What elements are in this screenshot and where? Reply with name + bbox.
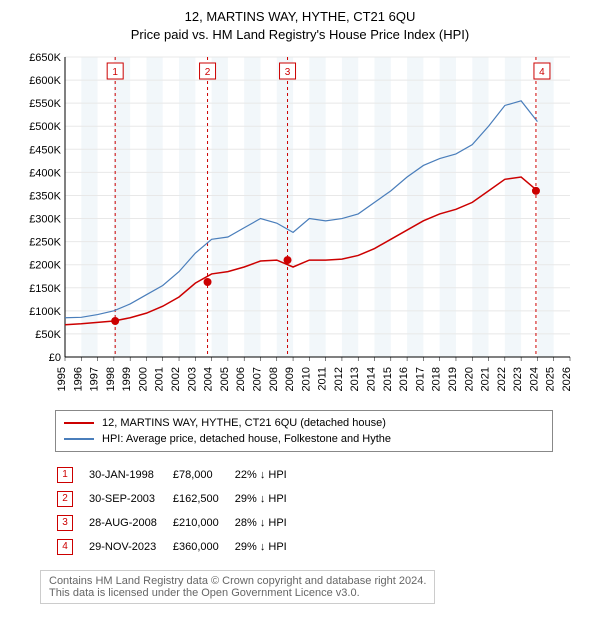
sale-price-1: £78,000	[173, 464, 233, 486]
sale-vs-1: 22% ↓ HPI	[235, 464, 301, 486]
svg-text:2009: 2009	[284, 367, 296, 391]
page-container: 12, MARTINS WAY, HYTHE, CT21 6QU Price p…	[0, 0, 600, 612]
legend-swatch-hpi	[64, 438, 94, 440]
svg-text:£300K: £300K	[29, 214, 61, 226]
svg-text:2014: 2014	[366, 367, 378, 391]
legend-swatch-subject	[64, 422, 94, 424]
legend-label-hpi: HPI: Average price, detached house, Folk…	[102, 433, 391, 445]
svg-text:£250K: £250K	[29, 237, 61, 249]
sale-marker-4: 4	[57, 539, 73, 555]
sale-vs-4: 29% ↓ HPI	[235, 536, 301, 558]
svg-text:2: 2	[205, 67, 211, 78]
svg-text:2017: 2017	[414, 367, 426, 391]
footer-attribution: Contains HM Land Registry data © Crown c…	[40, 570, 435, 604]
svg-text:2025: 2025	[545, 367, 557, 391]
chart-subtitle: Price paid vs. HM Land Registry's House …	[0, 26, 600, 44]
svg-text:2013: 2013	[349, 367, 361, 391]
svg-text:2002: 2002	[170, 367, 182, 391]
title-block: 12, MARTINS WAY, HYTHE, CT21 6QU Price p…	[0, 8, 600, 44]
address-title: 12, MARTINS WAY, HYTHE, CT21 6QU	[0, 8, 600, 26]
svg-text:2024: 2024	[528, 367, 540, 391]
svg-text:1997: 1997	[89, 367, 101, 391]
sales-table: 1 30-JAN-1998 £78,000 22% ↓ HPI 2 30-SEP…	[55, 462, 303, 560]
svg-text:2021: 2021	[480, 367, 492, 391]
svg-text:3: 3	[285, 67, 291, 78]
svg-text:1995: 1995	[56, 367, 68, 391]
svg-text:£650K: £650K	[29, 52, 61, 64]
svg-text:1999: 1999	[121, 367, 133, 391]
sale-date-2: 30-SEP-2003	[89, 488, 171, 510]
svg-text:2019: 2019	[447, 367, 459, 391]
svg-text:2005: 2005	[219, 367, 231, 391]
table-row: 1 30-JAN-1998 £78,000 22% ↓ HPI	[57, 464, 301, 486]
sale-date-3: 28-AUG-2008	[89, 512, 171, 534]
svg-text:1996: 1996	[72, 367, 84, 391]
svg-text:£150K: £150K	[29, 283, 61, 295]
svg-text:2006: 2006	[235, 367, 247, 391]
legend-row-hpi: HPI: Average price, detached house, Folk…	[64, 431, 544, 447]
legend: 12, MARTINS WAY, HYTHE, CT21 6QU (detach…	[55, 410, 553, 452]
svg-text:£50K: £50K	[35, 329, 61, 341]
sale-price-2: £162,500	[173, 488, 233, 510]
svg-text:2026: 2026	[561, 367, 573, 391]
svg-text:2003: 2003	[186, 367, 198, 391]
svg-text:£0: £0	[49, 352, 61, 364]
svg-text:2012: 2012	[333, 367, 345, 391]
table-row: 4 29-NOV-2023 £360,000 29% ↓ HPI	[57, 536, 301, 558]
svg-text:£200K: £200K	[29, 260, 61, 272]
svg-text:2000: 2000	[137, 367, 149, 391]
svg-text:2011: 2011	[317, 367, 329, 391]
sale-marker-3: 3	[57, 515, 73, 531]
svg-text:1998: 1998	[105, 367, 117, 391]
sale-price-3: £210,000	[173, 512, 233, 534]
svg-text:2001: 2001	[154, 367, 166, 391]
table-row: 2 30-SEP-2003 £162,500 29% ↓ HPI	[57, 488, 301, 510]
svg-text:1: 1	[112, 67, 118, 78]
svg-text:£350K: £350K	[29, 191, 61, 203]
sale-date-1: 30-JAN-1998	[89, 464, 171, 486]
price-chart: £0 £50K £100K £150K £200K £250K £300K £350K £400…	[20, 52, 580, 402]
sale-vs-3: 28% ↓ HPI	[235, 512, 301, 534]
sale-price-4: £360,000	[173, 536, 233, 558]
footer-line-2: This data is licensed under the Open Gov…	[49, 587, 426, 599]
footer-line-1: Contains HM Land Registry data © Crown c…	[49, 575, 426, 587]
svg-text:2010: 2010	[300, 367, 312, 391]
svg-text:2008: 2008	[268, 367, 280, 391]
sale-vs-2: 29% ↓ HPI	[235, 488, 301, 510]
svg-text:£550K: £550K	[29, 99, 61, 111]
svg-text:2004: 2004	[203, 367, 215, 391]
table-row: 3 28-AUG-2008 £210,000 28% ↓ HPI	[57, 512, 301, 534]
sale-date-4: 29-NOV-2023	[89, 536, 171, 558]
svg-text:2016: 2016	[398, 367, 410, 391]
svg-text:4: 4	[539, 67, 545, 78]
svg-text:£450K: £450K	[29, 145, 61, 157]
svg-text:2023: 2023	[512, 367, 524, 391]
svg-text:2018: 2018	[431, 367, 443, 391]
sale-marker-2: 2	[57, 491, 73, 507]
svg-text:2020: 2020	[463, 367, 475, 391]
sale-marker-1: 1	[57, 467, 73, 483]
legend-row-subject: 12, MARTINS WAY, HYTHE, CT21 6QU (detach…	[64, 415, 544, 431]
svg-text:£100K: £100K	[29, 306, 61, 318]
svg-text:2015: 2015	[382, 367, 394, 391]
svg-text:2007: 2007	[251, 367, 263, 391]
svg-text:£600K: £600K	[29, 75, 61, 87]
chart-svg: £0 £50K £100K £150K £200K £250K £300K £350K £400…	[20, 52, 580, 402]
svg-text:£500K: £500K	[29, 122, 61, 134]
svg-text:£400K: £400K	[29, 168, 61, 180]
svg-text:2022: 2022	[496, 367, 508, 391]
legend-label-subject: 12, MARTINS WAY, HYTHE, CT21 6QU (detach…	[102, 417, 386, 429]
